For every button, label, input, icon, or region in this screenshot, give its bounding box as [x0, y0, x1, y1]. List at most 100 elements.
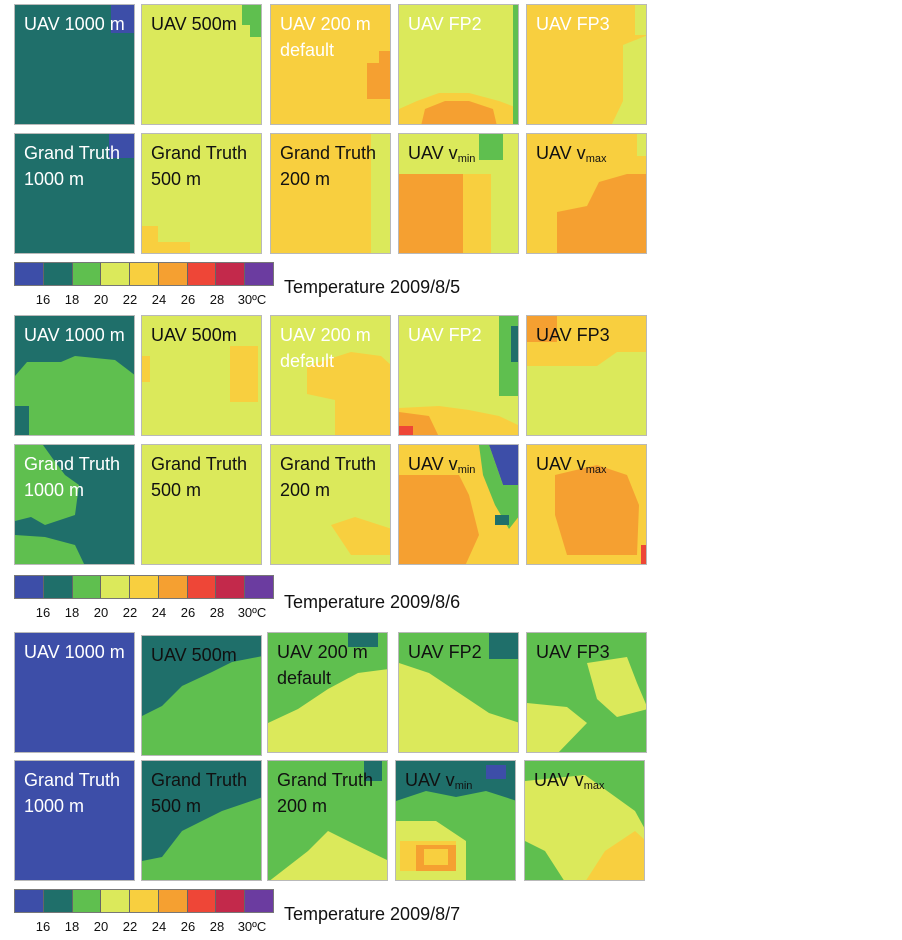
legend-swatch-20	[72, 890, 102, 912]
panel-uav-fp3: UAV FP3	[526, 632, 647, 753]
panel-uav-fp3: UAV FP3	[526, 315, 647, 436]
panel-grand-truth-1000m: Grand Truth 1000 m	[14, 444, 135, 565]
legend-swatch-22	[101, 576, 131, 598]
panel-title: UAV v	[405, 770, 455, 790]
panel-uav-vmax: UAV vmax	[524, 760, 645, 881]
legend-tick: 22	[122, 605, 138, 620]
panel-grand-truth-500m: Grand Truth 500 m	[141, 444, 262, 565]
panel-uav-vmin: UAV vmin	[395, 760, 516, 881]
panel-title: Grand Truth	[151, 770, 248, 790]
panel-subtitle: 1000 m	[24, 480, 85, 500]
panel-title: Grand Truth	[277, 770, 374, 790]
panel-title: UAV FP2	[408, 642, 482, 662]
color-legend	[14, 262, 274, 288]
legend-swatch-18	[43, 263, 73, 285]
legend-tick: 20	[93, 605, 109, 620]
panel-title: UAV v	[408, 454, 458, 474]
legend-tick: 24	[151, 919, 167, 934]
legend-tick: 16	[35, 919, 51, 934]
legend-swatch-16	[15, 576, 44, 598]
panel-subtitle: 500 m	[151, 480, 202, 500]
legend-swatch-20	[72, 263, 102, 285]
legend-swatch-32	[245, 263, 274, 285]
legend-swatch-18	[43, 576, 73, 598]
legend-tick: 26	[180, 605, 196, 620]
panel-subtitle: 200 m	[277, 796, 328, 816]
panel-uav-vmax: UAV vmax	[526, 133, 647, 254]
panel-title: Grand Truth	[151, 454, 248, 474]
panel-title: UAV 1000 m	[24, 325, 125, 345]
legend-tick-labels: 16 18 20 22 24 26 28 30ºC	[14, 919, 284, 935]
panel-title: UAV 1000 m	[24, 14, 125, 34]
legend-swatch-24	[130, 576, 159, 598]
panel-title-sub: max	[585, 153, 607, 165]
legend-swatch-22	[101, 263, 131, 285]
legend-swatch-16	[15, 890, 44, 912]
panel-title: UAV v	[408, 143, 458, 163]
section-2009-8-5: UAV 1000 m UAV 500m UAV 200 m default UAV…	[0, 0, 902, 310]
section-2009-8-6: UAV 1000 m UAV 500m UAV 200 m default UAV…	[0, 310, 902, 620]
legend-tick: 20	[93, 919, 109, 934]
temperature-caption: Temperature 2009/8/5	[284, 277, 461, 297]
panel-title: UAV 200 m	[280, 325, 371, 345]
panel-subtitle: 1000 m	[24, 169, 85, 189]
legend-tick: 18	[64, 919, 80, 934]
panel-uav-500m: UAV 500m	[141, 635, 262, 756]
panel-title: UAV 500m	[151, 325, 237, 345]
panel-uav-fp2: UAV FP2	[398, 632, 519, 753]
legend-tick: 22	[122, 292, 138, 307]
legend-tick: 16	[35, 605, 51, 620]
panel-title: Grand Truth	[280, 143, 377, 163]
legend-tick: 24	[151, 605, 167, 620]
panel-uav-vmin: UAV vmin	[398, 444, 519, 565]
panel-uav-500m: UAV 500m	[141, 315, 262, 436]
panel-uav-200m-default: UAV 200 m default	[270, 315, 391, 436]
panel-title: Grand Truth	[280, 454, 377, 474]
legend-tick-labels: 16 18 20 22 24 26 28 30ºC	[14, 605, 284, 621]
panel-uav-vmin: UAV vmin	[398, 133, 519, 254]
panel-title: UAV 500m	[151, 645, 237, 665]
legend-tick: 16	[35, 292, 51, 307]
legend-swatch-28	[187, 576, 217, 598]
panel-title: UAV 200 m	[277, 642, 368, 662]
panel-title: Grand Truth	[151, 143, 248, 163]
legend-tick: 30ºC	[237, 919, 267, 934]
color-legend	[14, 575, 274, 601]
legend-tick: 28	[209, 919, 225, 934]
panel-title: Grand Truth	[24, 143, 121, 163]
legend-swatch-24	[130, 263, 159, 285]
legend-tick: 28	[209, 292, 225, 307]
panel-uav-fp2: UAV FP2	[398, 315, 519, 436]
panel-title: UAV FP3	[536, 14, 610, 34]
panel-uav-200m-default: UAV 200 m default	[270, 4, 391, 125]
legend-swatch-32	[245, 576, 274, 598]
legend-swatch-26	[158, 576, 188, 598]
legend-tick: 28	[209, 605, 225, 620]
legend-swatch-18	[43, 890, 73, 912]
panel-uav-1000m: UAV 1000 m	[14, 315, 135, 436]
panel-uav-vmax: UAV vmax	[526, 444, 647, 565]
panel-subtitle: 1000 m	[24, 796, 85, 816]
legend-swatch-22	[101, 890, 131, 912]
panel-title: Grand Truth	[24, 454, 121, 474]
panel-title: UAV FP3	[536, 325, 610, 345]
panel-uav-500m: UAV 500m	[141, 4, 262, 125]
legend-swatch-20	[72, 576, 102, 598]
panel-title: UAV 500m	[151, 14, 237, 34]
panel-subtitle: 200 m	[280, 169, 331, 189]
panel-grand-truth-1000m: Grand Truth 1000 m	[14, 760, 135, 881]
legend-tick: 18	[64, 605, 80, 620]
temperature-caption: Temperature 2009/8/7	[284, 904, 461, 924]
panel-subtitle: default	[277, 668, 332, 688]
panel-title: UAV 200 m	[280, 14, 371, 34]
panel-grand-truth-1000m: Grand Truth 1000 m	[14, 133, 135, 254]
panel-uav-200m-default: UAV 200 m default	[267, 632, 388, 753]
panel-title-sub: min	[457, 464, 476, 476]
panel-title-sub: max	[583, 780, 605, 792]
legend-swatch-26	[158, 890, 188, 912]
panel-subtitle: 500 m	[151, 169, 202, 189]
panel-grand-truth-200m: Grand Truth 200 m	[270, 444, 391, 565]
panel-title: UAV FP2	[408, 14, 482, 34]
panel-title: UAV v	[534, 770, 584, 790]
panel-grand-truth-500m: Grand Truth 500 m	[141, 133, 262, 254]
